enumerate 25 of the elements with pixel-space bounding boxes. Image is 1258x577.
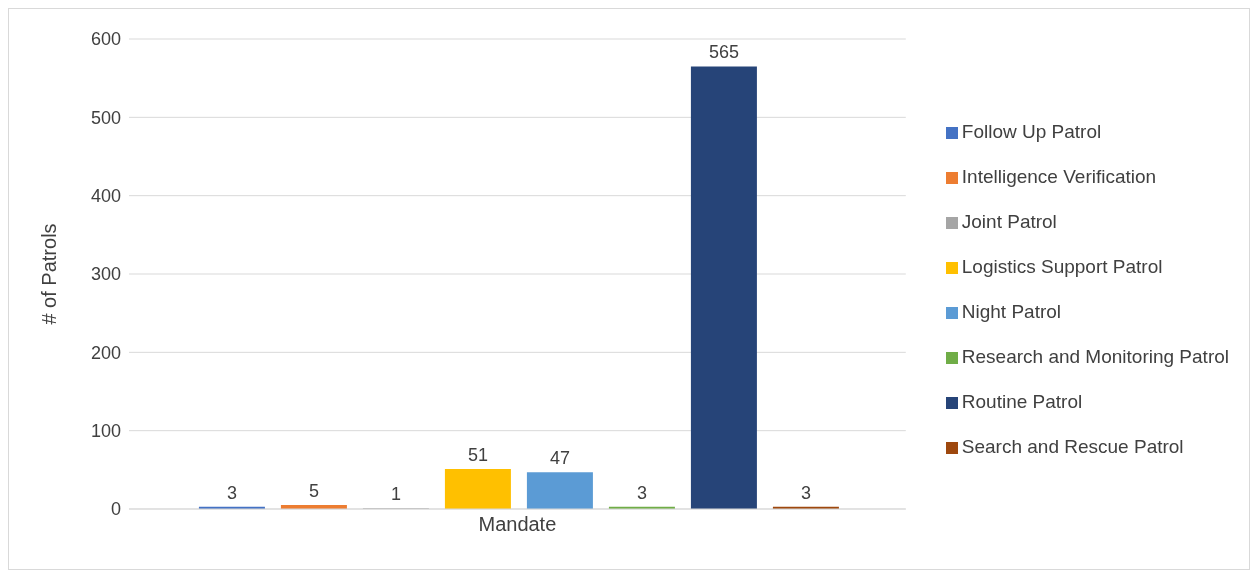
legend-label: Search and Rescue Patrol	[961, 436, 1184, 457]
y-axis-title: # of Patrols	[38, 223, 61, 325]
data-label: 3	[800, 482, 811, 503]
y-tick-label: 0	[110, 499, 121, 520]
y-tick-label: 600	[90, 29, 121, 50]
y-tick-label: 100	[90, 421, 121, 442]
legend-label: Joint Patrol	[961, 211, 1057, 232]
legend-label: Intelligence Verification	[961, 166, 1157, 187]
legend-label: Follow Up Patrol	[961, 121, 1102, 142]
data-label: 3	[636, 482, 647, 503]
legend-label: Night Patrol	[961, 301, 1062, 322]
x-tick-label: Mandate	[478, 513, 557, 536]
legend-label: Routine Patrol	[961, 391, 1083, 412]
data-label: 5	[308, 481, 319, 502]
legend-label: Research and Monitoring Patrol	[961, 346, 1229, 367]
data-label: 3	[226, 482, 237, 503]
data-label: 51	[467, 445, 488, 466]
legend-label: Logistics Support Patrol	[961, 256, 1163, 277]
data-label: 565	[708, 42, 739, 63]
y-tick-label: 200	[90, 342, 121, 363]
data-label: 1	[390, 484, 401, 505]
data-label: 47	[549, 448, 570, 469]
y-tick-label: 500	[90, 107, 121, 128]
y-tick-label: 400	[90, 186, 121, 207]
y-tick-label: 300	[90, 264, 121, 285]
